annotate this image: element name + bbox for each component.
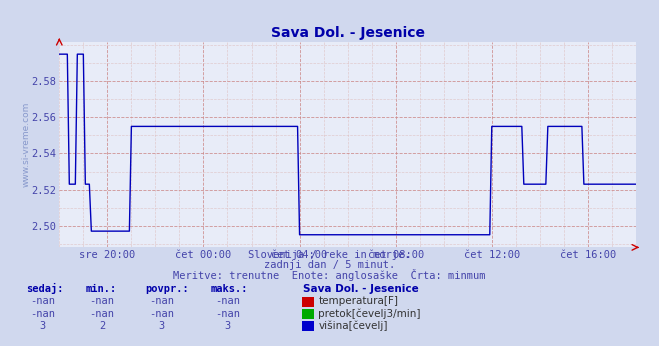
Text: -nan: -nan bbox=[90, 309, 115, 319]
Y-axis label: www.si-vreme.com: www.si-vreme.com bbox=[21, 102, 30, 187]
Text: 2: 2 bbox=[99, 321, 105, 331]
Text: pretok[čevelj3/min]: pretok[čevelj3/min] bbox=[318, 308, 421, 319]
Text: -nan: -nan bbox=[30, 309, 55, 319]
Text: -nan: -nan bbox=[90, 297, 115, 307]
Text: -nan: -nan bbox=[215, 309, 240, 319]
Text: temperatura[F]: temperatura[F] bbox=[318, 297, 398, 307]
Text: -nan: -nan bbox=[30, 297, 55, 307]
Text: -nan: -nan bbox=[149, 309, 174, 319]
Text: povpr.:: povpr.: bbox=[145, 284, 188, 294]
Text: -nan: -nan bbox=[215, 297, 240, 307]
Text: zadnji dan / 5 minut.: zadnji dan / 5 minut. bbox=[264, 260, 395, 270]
Text: Slovenija / reke in morje.: Slovenija / reke in morje. bbox=[248, 250, 411, 260]
Text: -nan: -nan bbox=[149, 297, 174, 307]
Text: Meritve: trenutne  Enote: anglosaške  Črta: minmum: Meritve: trenutne Enote: anglosaške Črta… bbox=[173, 268, 486, 281]
Text: 3: 3 bbox=[40, 321, 46, 331]
Text: min.:: min.: bbox=[86, 284, 117, 294]
Text: 3: 3 bbox=[224, 321, 231, 331]
Text: višina[čevelj]: višina[čevelj] bbox=[318, 320, 387, 331]
Text: sedaj:: sedaj: bbox=[26, 283, 64, 294]
Text: maks.:: maks.: bbox=[211, 284, 248, 294]
Text: 3: 3 bbox=[158, 321, 165, 331]
Text: Sava Dol. - Jesenice: Sava Dol. - Jesenice bbox=[303, 284, 419, 294]
Title: Sava Dol. - Jesenice: Sava Dol. - Jesenice bbox=[271, 26, 424, 40]
